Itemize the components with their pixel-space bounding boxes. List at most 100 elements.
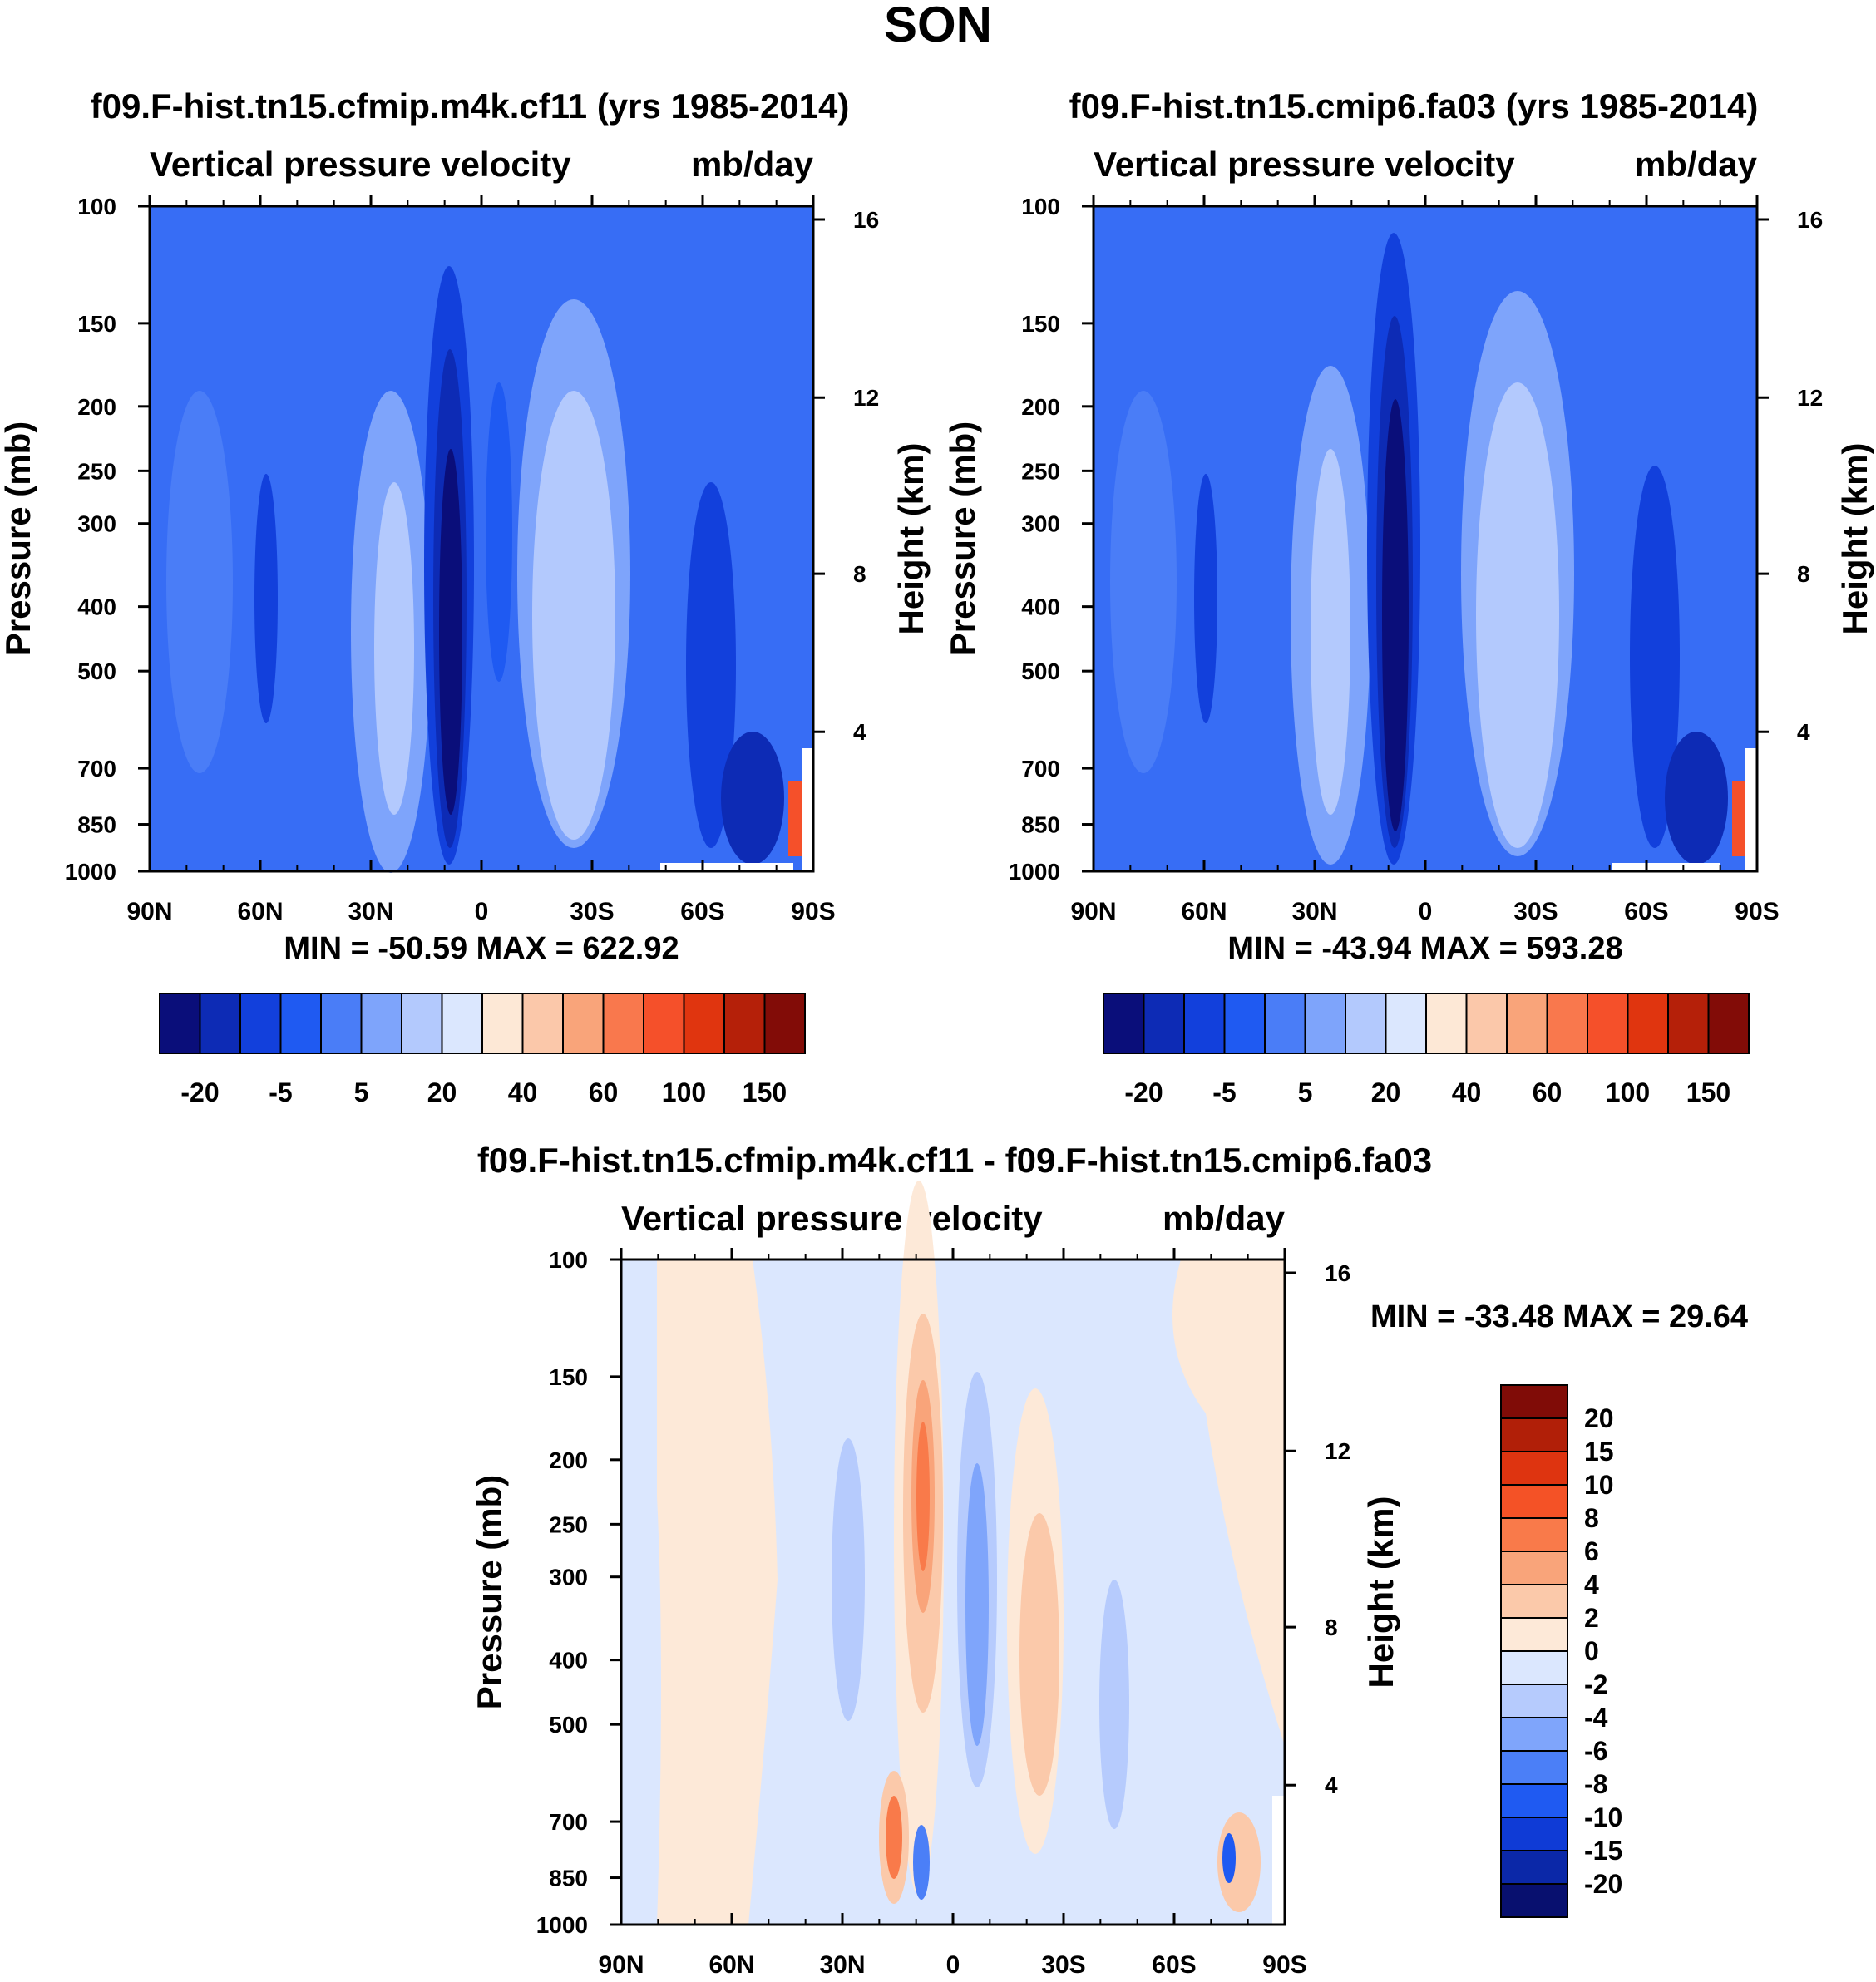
y-tick-label: 200: [549, 1447, 588, 1473]
colorbar-box: [602, 993, 644, 1054]
colorbar-box: [360, 993, 402, 1054]
y2-tick-labels: 16 12 8 4: [1285, 1260, 1350, 1798]
colorbar-box: [1546, 993, 1588, 1054]
colorbar-box: [1667, 993, 1710, 1054]
colorbar-box: [1304, 993, 1346, 1054]
colorbar-label: 10: [1584, 1470, 1614, 1500]
panel-title: f09.F-hist.tn15.cfmip.m4k.cf11 - f09.F-h…: [477, 1141, 1432, 1180]
colorbar-label: -4: [1584, 1703, 1608, 1733]
colorbar-label: 4: [1584, 1570, 1599, 1600]
panel-top-left: f09.F-hist.tn15.cfmip.m4k.cf11 (yrs 1985…: [0, 86, 931, 1107]
y2-axis-label: Height (km): [1835, 443, 1874, 635]
colorbar-box: [1500, 1584, 1568, 1619]
colorbar: [1500, 1384, 1568, 1918]
y-tick-labels: 100 150 200 250 300 400 500 700 850 1000: [1009, 194, 1094, 885]
colorbar-box: [1500, 1717, 1568, 1752]
x-tick-label: 30S: [1041, 1951, 1085, 1979]
y2-tick-label: 12: [1325, 1438, 1350, 1464]
colorbar-label: -15: [1584, 1836, 1622, 1866]
colorbar-label: 20: [1584, 1403, 1614, 1433]
colorbar-box: [1707, 993, 1750, 1054]
right-string: mb/day: [691, 145, 814, 184]
colorbar-box: [1500, 1551, 1568, 1585]
colorbar-label: 100: [662, 1077, 706, 1107]
colorbar-box: [1500, 1451, 1568, 1486]
colorbar-box: [320, 993, 363, 1054]
y-tick-label: 300: [1021, 511, 1060, 537]
y-tick-label: 1000: [65, 859, 116, 885]
colorbar-box: [1143, 993, 1185, 1054]
colorbar-box: [723, 993, 766, 1054]
x-tick-label: 60N: [237, 898, 283, 925]
y2-tick-label: 16: [1797, 207, 1823, 233]
colorbar-box: [683, 993, 725, 1054]
colorbar-box: [239, 993, 282, 1054]
y-tick-label: 250: [1021, 458, 1060, 484]
y2-tick-label: 4: [853, 719, 866, 745]
x-tick-label: 30S: [1513, 898, 1558, 925]
colorbar-label: 2: [1584, 1603, 1599, 1633]
colorbar-box: [1223, 993, 1266, 1054]
colorbar-labels: -20 -5 5 20 40 60 100 150: [1124, 1077, 1730, 1107]
y-tick-label: 1000: [536, 1912, 588, 1938]
colorbar-label: 40: [508, 1077, 538, 1107]
colorbar-box: [763, 993, 806, 1054]
x-tick-label: 60N: [708, 1951, 754, 1979]
colorbar-label: 150: [1686, 1077, 1730, 1107]
right-string: mb/day: [1635, 145, 1758, 184]
x-tick-label: 0: [1419, 898, 1433, 925]
y-tick-label: 150: [77, 311, 116, 337]
y-tick-label: 100: [77, 194, 116, 219]
colorbar-label: 5: [1298, 1077, 1313, 1107]
y-tick-labels: 100 150 200 250 300 400 500 700 850 1000: [65, 194, 150, 885]
colorbar-box: [1465, 993, 1508, 1054]
colorbar-labels: -20 -5 5 20 40 60 100 150: [180, 1077, 787, 1107]
colorbar-label: -20: [180, 1077, 219, 1107]
colorbar: [159, 993, 806, 1054]
y2-tick-label: 4: [1797, 719, 1810, 745]
colorbar-box: [441, 993, 483, 1054]
colorbar-box: [1500, 1617, 1568, 1652]
colorbar-box: [643, 993, 685, 1054]
left-string: Vertical pressure velocity: [1094, 145, 1515, 184]
y-tick-label: 200: [1021, 394, 1060, 420]
y-tick-label: 500: [549, 1712, 588, 1738]
colorbar-box: [1500, 1684, 1568, 1718]
colorbar-label: 0: [1584, 1636, 1599, 1666]
y-tick-label: 400: [549, 1648, 588, 1674]
y-tick-label: 400: [1021, 594, 1060, 620]
y2-tick-label: 8: [853, 561, 866, 587]
left-string: Vertical pressure velocity: [150, 145, 571, 184]
colorbar-box: [1627, 993, 1669, 1054]
y-axis-label: Pressure (mb): [943, 422, 982, 656]
y-tick-labels: 100 150 200 250 300 400 500 700 850 1000: [536, 1247, 621, 1938]
colorbar-label: 5: [354, 1077, 369, 1107]
y-tick-label: 500: [77, 658, 116, 684]
colorbar-box: [1500, 1484, 1568, 1519]
y2-tick-labels: 16 12 8 4: [813, 207, 879, 745]
y2-axis-label: Height (km): [1361, 1496, 1400, 1689]
y-axis-label: Pressure (mb): [0, 422, 37, 656]
colorbar-box: [279, 993, 322, 1054]
colorbar-box: [1500, 1850, 1568, 1885]
x-tick-labels: 90N 60N 30N 0 30S 60S 90S: [1070, 195, 1780, 925]
colorbar-label: 6: [1584, 1536, 1599, 1566]
x-tick-label: 60S: [680, 898, 724, 925]
x-tick-label: 90N: [598, 1951, 644, 1979]
y-tick-label: 150: [1021, 311, 1060, 337]
plot-area: [148, 205, 815, 873]
panel-title: f09.F-hist.tn15.cfmip.m4k.cf11 (yrs 1985…: [91, 86, 850, 126]
colorbar-box: [1500, 1417, 1568, 1452]
colorbar-box: [562, 993, 605, 1054]
y2-tick-label: 4: [1325, 1772, 1338, 1798]
main-title: SON: [884, 0, 992, 52]
colorbar-label: -20: [1124, 1077, 1163, 1107]
y-tick-label: 100: [1021, 194, 1060, 219]
y-tick-label: 700: [77, 756, 116, 781]
colorbar-label: 100: [1606, 1077, 1650, 1107]
colorbar-label: 8: [1584, 1503, 1599, 1533]
y2-tick-labels: 16 12 8 4: [1757, 207, 1823, 745]
colorbar-box: [1425, 993, 1468, 1054]
colorbar-box: [401, 993, 443, 1054]
